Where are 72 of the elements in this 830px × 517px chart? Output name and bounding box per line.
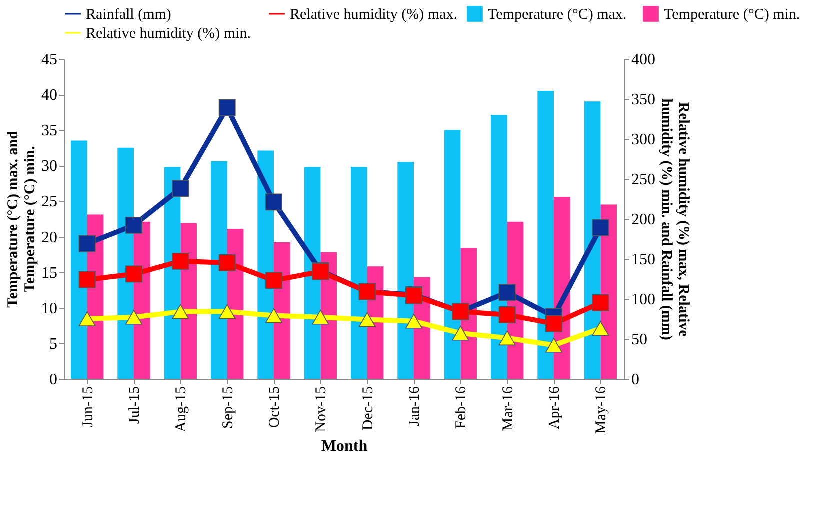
y2-axis-title: Relative humidity (%) max, Relative humidity (%) min. and Rainfall (mm) (658, 98, 692, 340)
x-tick-label: Aug-15 (174, 386, 190, 432)
x-tick-label: Jun-15 (80, 386, 96, 428)
point (592, 294, 610, 312)
y-tick-label: 15 (42, 264, 58, 282)
y2-tick-label: 100 (632, 292, 656, 308)
bar (444, 130, 461, 379)
point (266, 308, 282, 324)
bar (398, 162, 414, 379)
legend-label: Temperature (°C) min. (664, 7, 800, 23)
x-tick-label: Dec-15 (360, 386, 376, 431)
point (172, 304, 190, 320)
y2-tick-label: 0 (632, 372, 640, 388)
point (218, 304, 236, 320)
y-tick-label: 30 (42, 158, 58, 176)
y-tick-label: 35 (42, 122, 58, 140)
point (266, 272, 282, 290)
y2-tick-label: 200 (632, 212, 656, 228)
point (498, 330, 516, 346)
x-tick-label: Jan-16 (407, 386, 423, 426)
y-tick-label: 40 (42, 87, 58, 104)
y2-tick-label: 150 (632, 252, 656, 268)
point (498, 284, 516, 302)
x-axis-title: Month (321, 438, 368, 455)
y2-tick-label: 250 (632, 172, 656, 188)
point (592, 219, 610, 236)
point (592, 321, 610, 336)
x-tick-label: Jul-15 (127, 386, 143, 424)
x-tick-label: Sep-15 (220, 386, 236, 429)
legend-label: Temperature (°C) max. (488, 7, 627, 23)
point (126, 310, 142, 325)
legend-label: Relative humidity (%) max. (290, 7, 458, 23)
bar (538, 91, 554, 379)
point (172, 180, 190, 198)
x-tick-label: Oct-15 (267, 386, 283, 428)
y-tick-label: 0 (50, 372, 58, 388)
bar (211, 161, 228, 379)
point (78, 312, 96, 326)
y2-tick-label: 300 (632, 132, 656, 148)
y-tick-label: 45 (42, 52, 58, 68)
x-tick-label: Feb-16 (454, 386, 470, 429)
point (546, 315, 562, 332)
bar (351, 167, 368, 379)
x-tick-label: Apr-16 (547, 386, 563, 430)
point (266, 194, 282, 211)
y-axis-title: Temperature (°C) max. and Temperature (°C) min. (6, 130, 38, 308)
x-tick-label: Nov-15 (314, 386, 330, 432)
x-tick-label: Mar-16 (500, 386, 516, 432)
point (218, 99, 236, 116)
point (498, 306, 516, 324)
point (78, 235, 96, 252)
y2-tick-label: 350 (632, 92, 656, 108)
point (312, 310, 330, 325)
legend-label: Rainfall (mm) (86, 7, 172, 23)
legend-label: Relative humidity (%) min. (86, 26, 251, 42)
point (452, 326, 470, 341)
point (126, 266, 142, 283)
point (358, 312, 376, 328)
y2-tick-label: 400 (632, 52, 656, 68)
point (546, 338, 562, 353)
x-tick-label: May-16 (594, 386, 610, 434)
y-tick-label: 5 (50, 336, 58, 353)
point (406, 314, 422, 329)
point (218, 254, 236, 272)
point (78, 271, 96, 288)
bar (71, 140, 88, 379)
point (172, 252, 190, 270)
y2-tick-label: 50 (632, 332, 648, 348)
y-tick-label: 10 (42, 300, 58, 318)
y-tick-label: 25 (42, 194, 58, 211)
point (126, 216, 142, 234)
y-tick-label: 20 (42, 229, 58, 246)
